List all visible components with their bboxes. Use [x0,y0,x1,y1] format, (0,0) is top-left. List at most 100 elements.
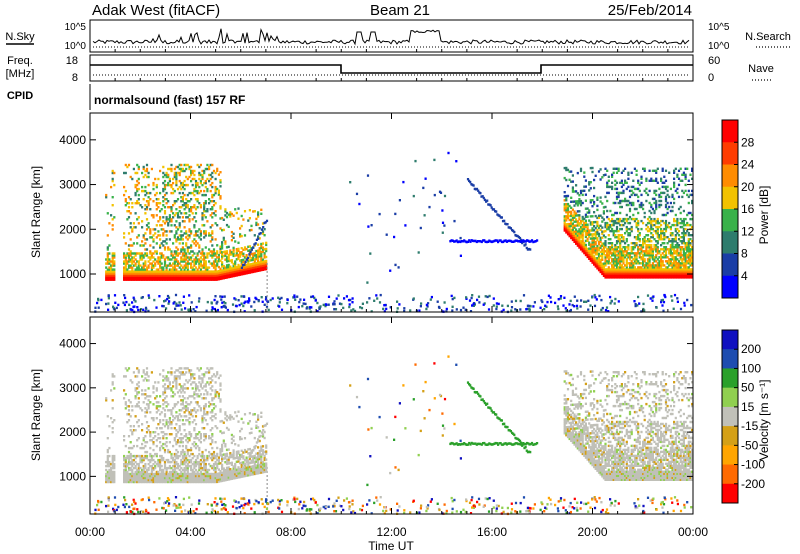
power-cell [129,250,132,253]
power-cell [602,262,605,265]
power-cell [653,179,656,182]
power-cell [601,306,604,310]
power-cell [412,297,415,300]
power-cell [186,268,189,271]
power-cell [627,217,630,221]
power-cell [204,202,207,205]
power-cell [604,270,607,273]
power-cell [642,244,645,247]
power-cell [213,298,216,302]
velocity-cell [167,458,170,462]
power-cell [249,250,252,254]
velocity-cell [162,407,165,410]
power-cell [611,266,614,269]
power-cell [628,256,632,259]
power-cell [222,300,226,304]
power-cell [141,266,144,269]
power-cell [111,179,114,183]
power-cell [239,255,242,258]
power-cell [619,234,622,237]
velocity-cell [124,456,127,460]
power-cell [645,223,648,227]
velocity-cell [129,429,132,432]
power-cell [159,218,162,221]
power-cell [178,222,181,225]
power-cell [651,266,654,269]
power-cell [596,257,599,260]
velocity-cell [178,474,181,478]
power-cell [129,258,132,261]
velocity-cell [160,431,163,434]
power-cell [123,272,126,275]
power-cell [620,250,623,253]
power-cell [584,253,587,257]
power-cell [131,256,134,259]
power-cell [157,256,160,259]
power-cell [619,274,622,277]
power-cell [253,266,256,269]
power-cell [134,300,137,303]
velocity-cell [175,474,178,478]
velocity-cell [126,474,129,478]
power-cell [211,216,214,219]
power-cell [160,272,163,275]
power-cell [134,202,137,205]
power-cell [668,248,671,251]
power-cell [170,254,173,257]
power-cell [635,193,638,197]
velocity-cell [106,458,109,462]
velocity-cell [145,480,149,484]
power-cell [591,227,594,230]
power-cell [141,256,144,259]
power-cell [614,297,617,301]
power-cell [620,227,623,231]
power-cell [619,258,622,261]
power-cell [653,258,656,261]
power-cell [204,216,207,219]
power-cell [599,228,602,231]
power-cell [168,216,171,219]
power-cell [687,195,690,199]
velocity-cell [170,423,173,426]
power-cell [602,246,605,249]
power-cell [581,231,584,235]
power-cell [224,258,227,261]
power-cell [258,263,261,266]
power-cell [216,270,219,273]
power-cell [167,218,170,221]
power-cell [602,274,605,277]
power-cell [154,262,157,265]
power-cell [131,276,134,279]
velocity-cell [142,480,145,484]
power-cell [261,262,265,265]
power-cell [630,266,633,269]
velocity-cell [124,480,127,484]
power-cell [669,276,672,279]
power-cell [679,221,682,225]
power-cell [606,272,609,275]
power-cell [316,310,319,313]
power-cell [252,258,255,261]
velocity-cell [160,474,163,478]
power-cell [142,274,145,277]
velocity-cell [175,472,178,476]
power-cell [190,264,193,267]
power-cell [656,268,659,271]
velocity-cell [173,464,176,468]
power-cell [620,252,623,255]
power-cell [219,267,222,270]
velocity-cell [160,411,163,414]
power-cell [609,272,612,275]
power-cell [648,254,651,257]
velocity-cell [152,385,155,388]
power-cell [620,258,623,261]
velocity-cell [162,456,165,460]
power-cell [681,225,684,229]
power-cell [129,308,132,311]
power-cell [237,207,240,210]
velocity-cell [129,462,132,466]
power-cell [514,308,517,311]
power-cell [563,225,566,228]
power-cell [137,276,140,279]
power-cell [131,260,134,263]
